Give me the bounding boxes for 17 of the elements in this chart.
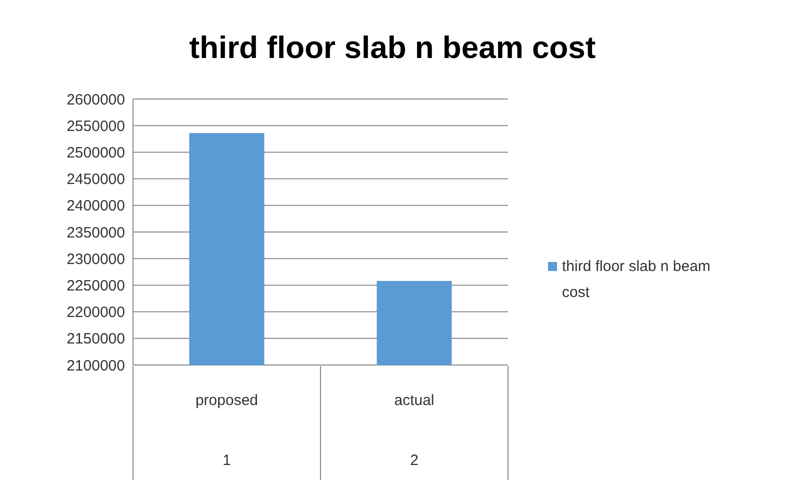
chart-title: third floor slab n beam cost xyxy=(189,30,596,65)
y-tick-label: 2200000 xyxy=(66,304,125,322)
y-tick-label: 2600000 xyxy=(66,91,125,108)
legend-label: third floor slab n beam cost xyxy=(562,258,710,301)
y-tick-label: 2150000 xyxy=(66,330,125,348)
text: 1 xyxy=(222,452,231,469)
y-tick-label: 2550000 xyxy=(66,118,125,135)
y-tick-label: 2450000 xyxy=(66,171,125,188)
y-tick-label: 2350000 xyxy=(66,224,125,242)
y-tick-label: 2300000 xyxy=(66,250,125,268)
y-tick-label: 2100000 xyxy=(66,357,125,374)
y-tick-label: 2400000 xyxy=(66,198,125,215)
text: 2 xyxy=(410,452,418,469)
y-tick-label: 2500000 xyxy=(66,144,125,162)
y-tick-label: 2250000 xyxy=(66,277,125,294)
x-tick-label: actual xyxy=(394,392,434,409)
x-tick-label: proposed xyxy=(195,392,258,409)
